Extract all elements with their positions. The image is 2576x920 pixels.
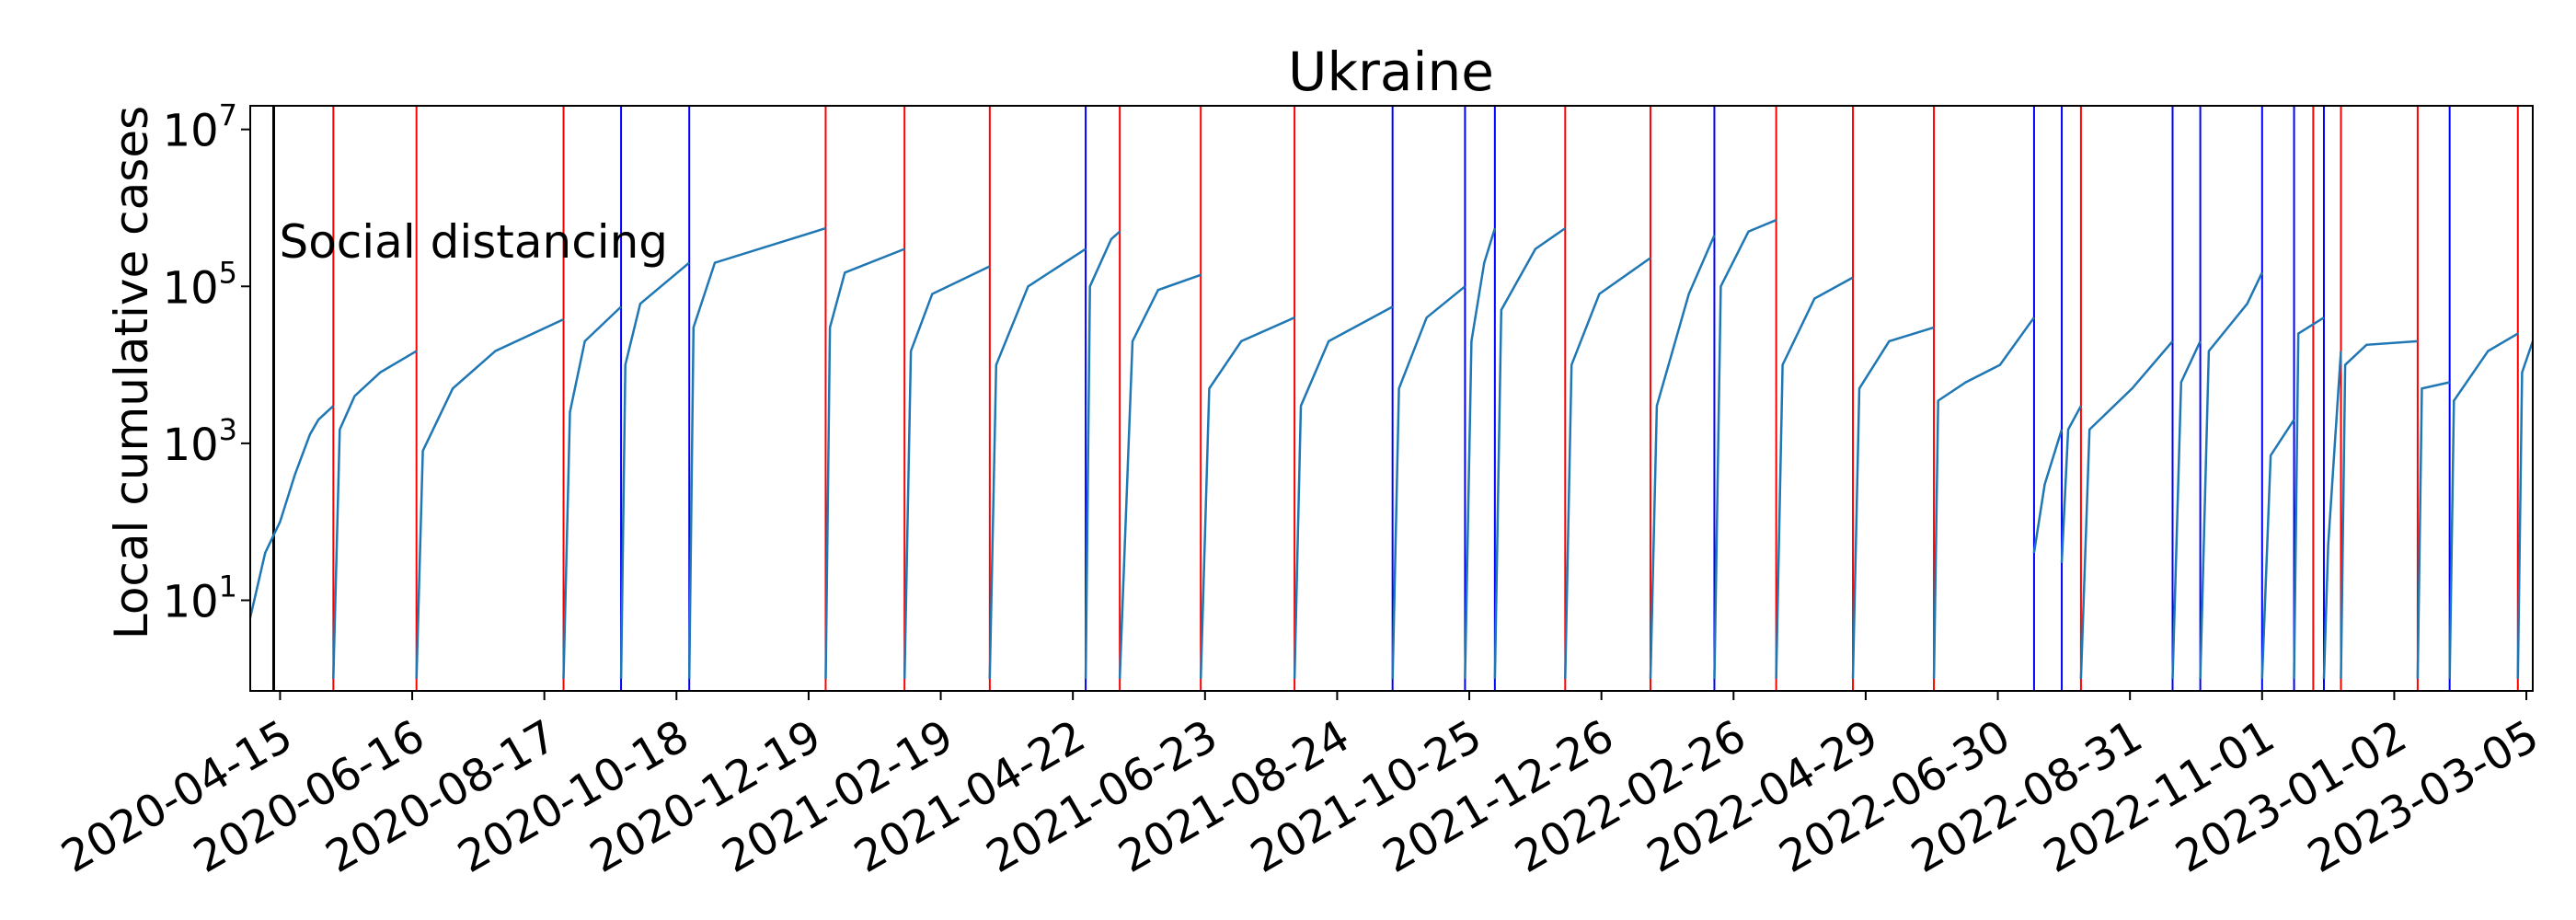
- series-segment-3: [562, 305, 622, 679]
- series-segment-5: [687, 226, 826, 679]
- series-segment-19: [1775, 276, 1854, 679]
- y-tick-label-0: 101: [163, 569, 237, 627]
- series-segment-22: [2032, 429, 2064, 554]
- y-tick-label-1: 103: [163, 412, 237, 471]
- series-segment-26: [2199, 271, 2263, 679]
- series-segment-16: [1564, 257, 1651, 679]
- plot-area: Social distancing: [248, 106, 2535, 691]
- y-tick-label-2: 105: [163, 255, 237, 314]
- series-segment-13: [1391, 285, 1466, 679]
- series-segment-27: [2260, 419, 2295, 679]
- series-segment-1: [332, 350, 418, 679]
- series-segment-4: [619, 261, 691, 679]
- axes: 1011031051072020-04-152020-06-162020-08-…: [53, 98, 2547, 883]
- series-segment-24: [2079, 340, 2174, 679]
- series-segment-33: [2516, 340, 2535, 679]
- series-segment-31: [2416, 381, 2450, 679]
- series-segment-0: [248, 405, 335, 618]
- series-segment-32: [2448, 332, 2519, 679]
- plot-frame: [249, 105, 2534, 692]
- y-tick-label-3: 107: [163, 98, 237, 157]
- series-segment-17: [1649, 235, 1716, 679]
- series-segment-23: [2060, 405, 2082, 563]
- series-segment-25: [2171, 340, 2202, 679]
- series-segment-6: [824, 247, 905, 679]
- series-segment-15: [1493, 227, 1567, 679]
- chart-title: Ukraine: [1288, 40, 1494, 103]
- series-segment-7: [903, 265, 991, 679]
- series-segment-9: [1084, 230, 1121, 679]
- series-segment-14: [1464, 227, 1497, 679]
- series-segment-29: [2322, 351, 2342, 679]
- series-segment-11: [1199, 316, 1295, 679]
- series-segment-8: [988, 247, 1087, 679]
- series-segment-28: [2293, 316, 2325, 679]
- series-segment-20: [1851, 326, 1935, 679]
- y-axis-label: Local cumulative cases: [105, 106, 158, 639]
- series-segment-2: [415, 317, 565, 679]
- social-distancing-label: Social distancing: [279, 215, 668, 269]
- series-segment-18: [1713, 219, 1777, 679]
- series-segment-21: [1932, 316, 2035, 679]
- series-segment-10: [1118, 273, 1202, 679]
- series-segment-30: [2340, 339, 2418, 679]
- series-segment-12: [1293, 305, 1394, 679]
